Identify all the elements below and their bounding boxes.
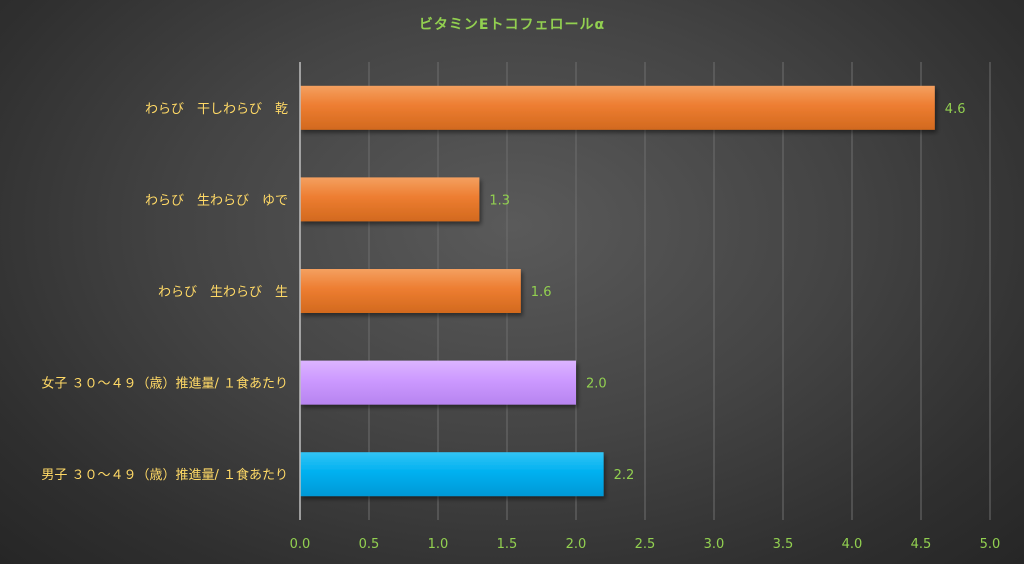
x-tick-label: 3.5 — [773, 537, 794, 552]
data-label: 2.0 — [586, 377, 607, 392]
x-tick-label: 2.0 — [566, 537, 587, 552]
bar — [300, 177, 480, 222]
category-label: わらび 干しわらび 乾 — [145, 102, 288, 117]
labels: 0.0 0.5 1.0 1.5 2.0 2.5 3.0 3.5 4.0 4.5 5.0 わらび 干しわ… — [41, 102, 1000, 552]
chart-title: ビタミンEトコフェロールα — [418, 17, 606, 33]
x-tick-label: 4.5 — [911, 537, 932, 552]
bar — [300, 269, 521, 313]
x-tick-label: 1.5 — [497, 537, 518, 552]
bar — [300, 452, 604, 497]
data-label: 1.3 — [489, 193, 510, 208]
bar — [300, 85, 935, 130]
category-label: わらび 生わらび 生 — [158, 285, 288, 300]
category-label: 女子 ３０～４９（歳）推進量/ １食あたり — [41, 376, 288, 392]
data-label: 4.6 — [945, 102, 966, 117]
x-tick-label: 0.5 — [359, 537, 380, 552]
x-tick-label: 1.0 — [428, 537, 449, 552]
bars — [300, 85, 935, 497]
x-tick-label: 0.0 — [290, 537, 311, 552]
bar — [300, 360, 576, 405]
data-label: 2.2 — [614, 468, 635, 483]
x-tick-label: 5.0 — [980, 537, 1001, 552]
x-tick-label: 2.5 — [635, 537, 656, 552]
category-label: わらび 生わらび ゆで — [145, 193, 288, 208]
data-label: 1.6 — [531, 285, 552, 300]
x-tick-label: 4.0 — [842, 537, 863, 552]
category-label: 男子 ３０～４９（歳）推進量/ １食あたり — [41, 467, 288, 483]
x-tick-label: 3.0 — [704, 537, 725, 552]
